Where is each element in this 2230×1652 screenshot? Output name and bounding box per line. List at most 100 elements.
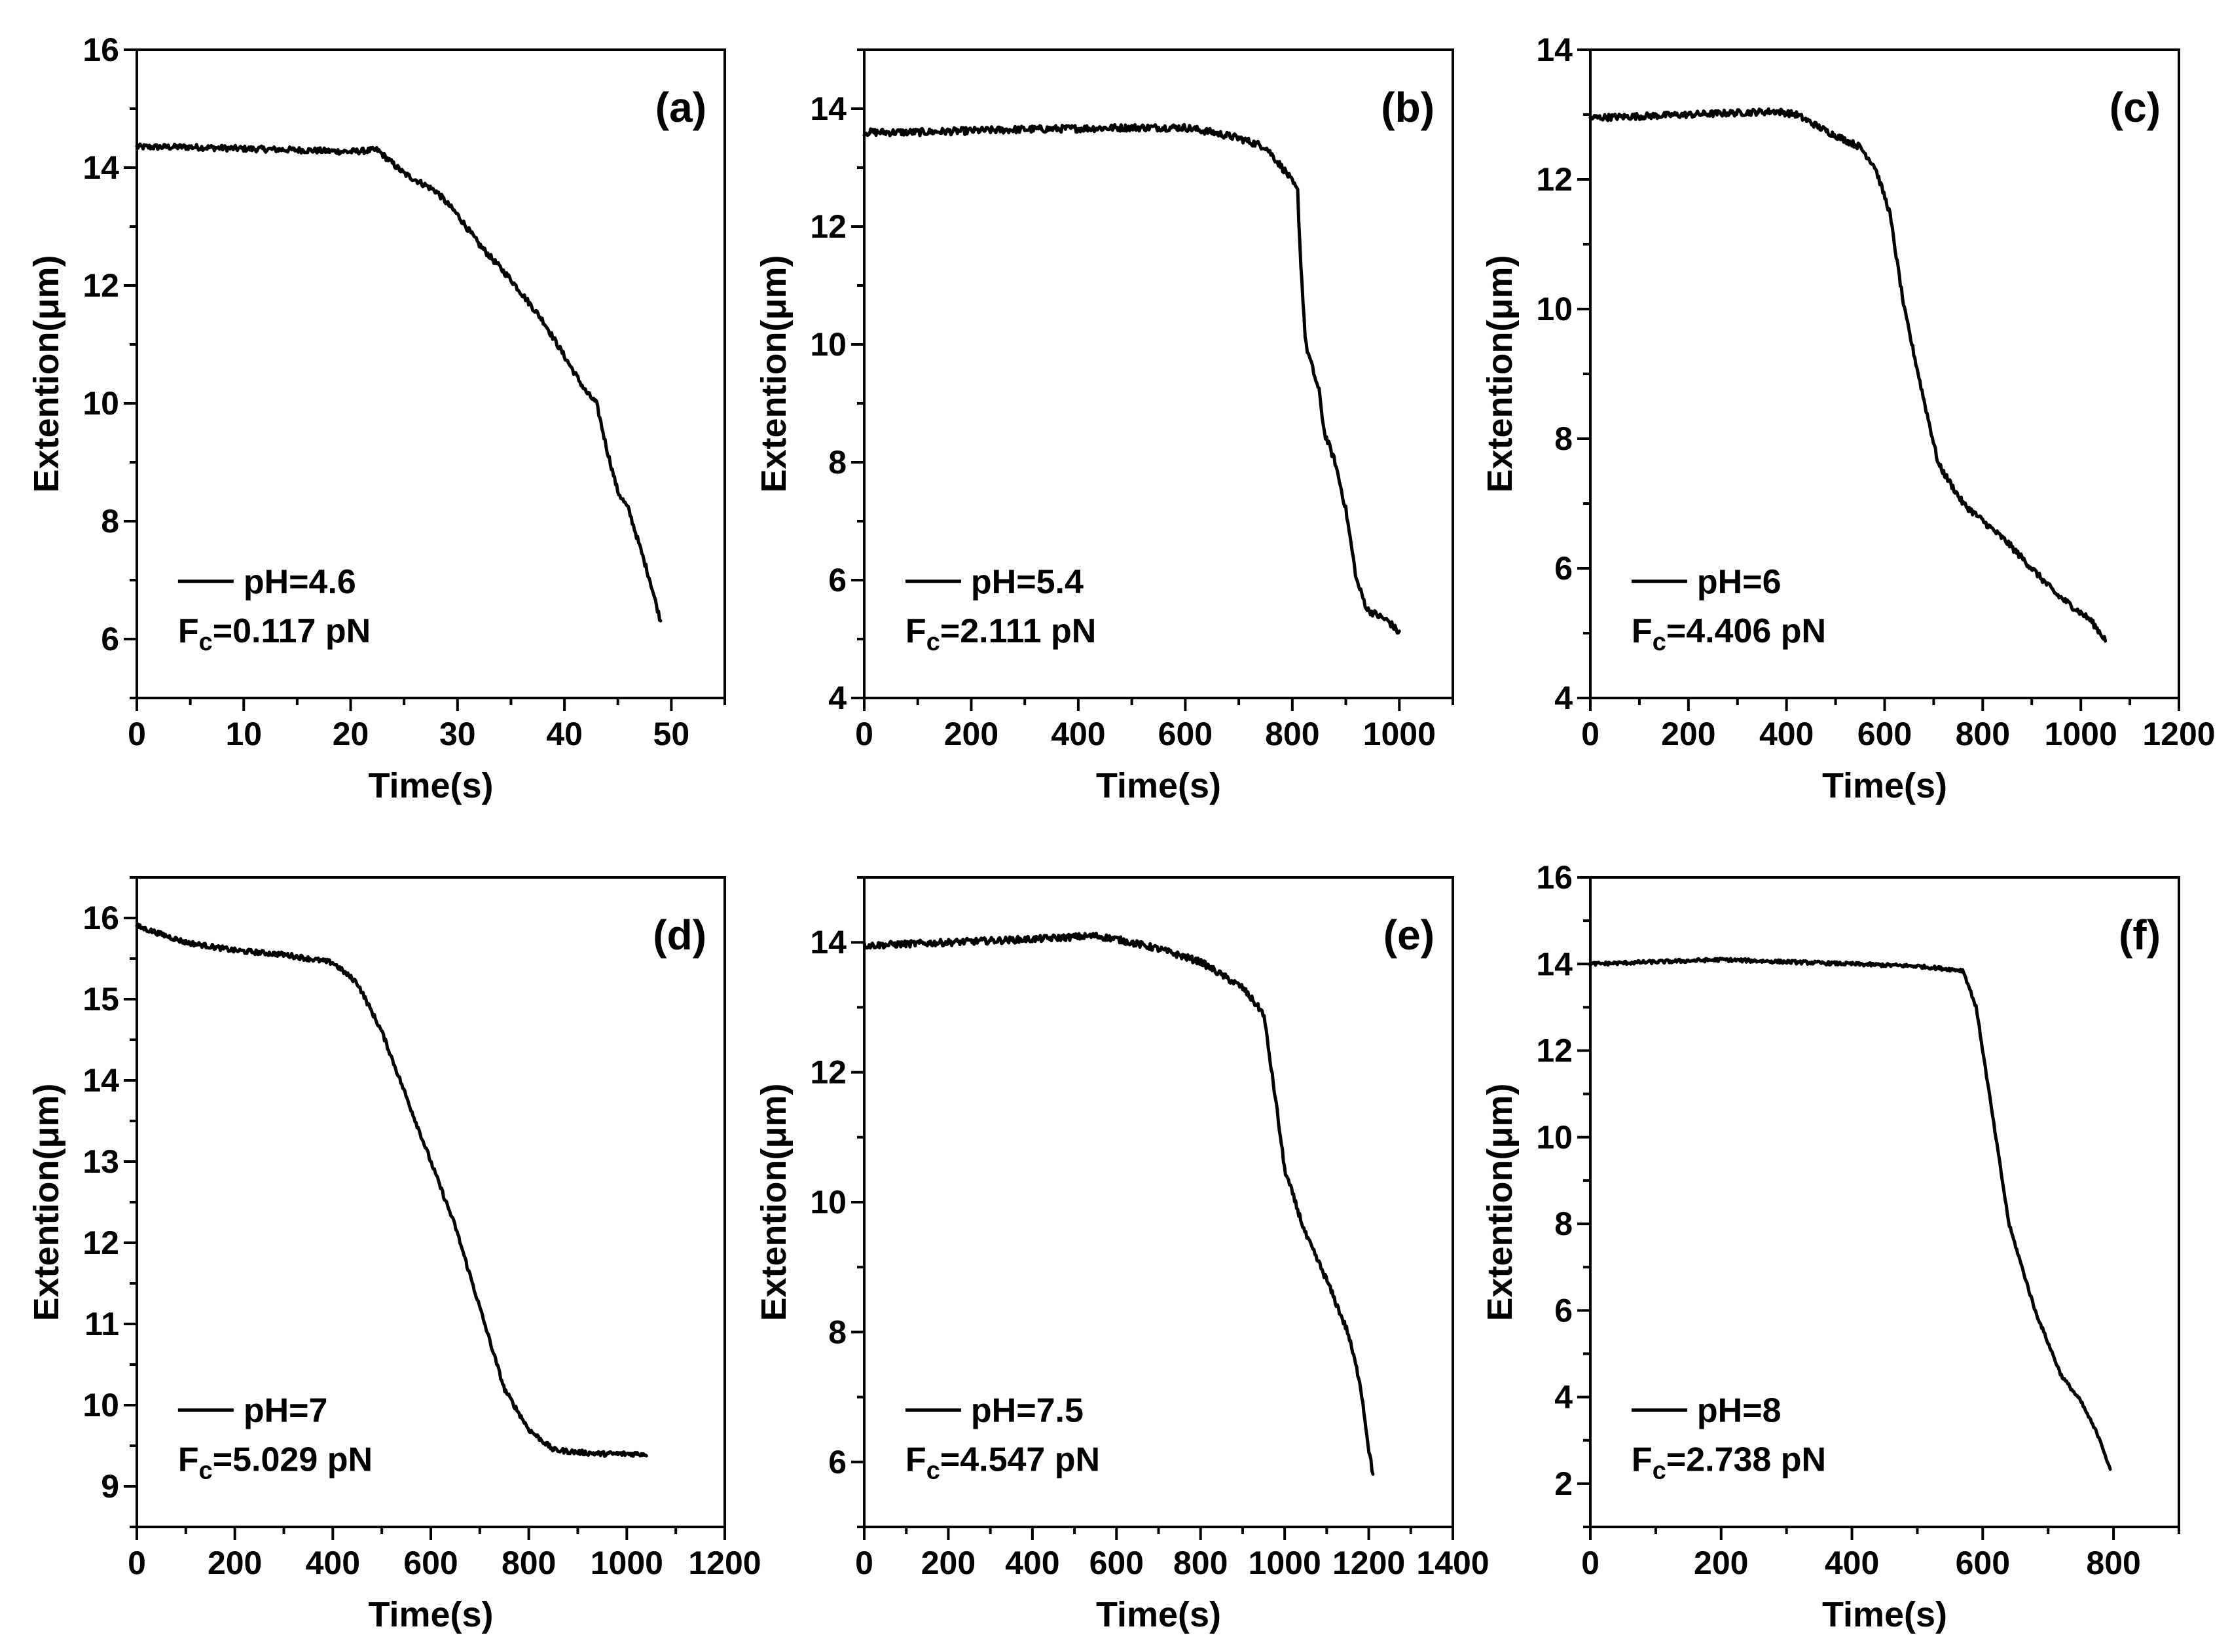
y-tick-label: 6	[1554, 1292, 1573, 1329]
x-tick-label: 1200	[688, 1545, 761, 1581]
y-tick-label: 9	[101, 1468, 119, 1505]
panel-label: (c)	[2110, 84, 2161, 131]
x-axis-title: Time(s)	[1096, 766, 1221, 805]
x-axis-title: Time(s)	[1822, 766, 1947, 805]
panel-label: (e)	[1383, 911, 1435, 959]
x-tick-label: 400	[1759, 716, 1814, 752]
y-tick-label: 10	[82, 1387, 119, 1423]
y-axis-title: Extention(μm)	[27, 1083, 66, 1321]
y-tick-label: 2	[1554, 1465, 1573, 1502]
legend-force-label: Fc=4.547 pN	[905, 1441, 1100, 1484]
y-tick-label: 6	[1554, 550, 1573, 587]
panel-label: (b)	[1381, 84, 1435, 131]
plot-frame	[1589, 876, 2180, 1528]
y-tick-label: 12	[82, 1224, 119, 1261]
y-tick-label: 10	[1536, 1119, 1573, 1156]
x-tick-label: 0	[1581, 716, 1599, 752]
y-tick-label: 14	[82, 1062, 119, 1099]
legend-force-label: Fc=4.406 pN	[1632, 612, 1826, 656]
x-axis-title: Time(s)	[368, 1595, 493, 1634]
y-tick-label: 15	[82, 981, 119, 1018]
panel-c: 0 200 400 600 800 1000 1200 4 6 8 10 12 14 Time(s) Ext…	[1480, 31, 2216, 805]
x-tick-label: 1000	[1249, 1545, 1321, 1581]
plot-frame	[1589, 48, 2180, 699]
x-tick-label: 200	[1661, 716, 1715, 752]
legend-series-label: pH=7	[244, 1391, 328, 1429]
y-tick-label: 11	[84, 1306, 119, 1342]
y-tick-label: 12	[1536, 1033, 1573, 1069]
legend-force-label: Fc=2.111 pN	[905, 612, 1096, 656]
y-tick-label: 14	[810, 924, 847, 961]
x-tick-label: 400	[1051, 716, 1105, 752]
x-tick-label: 1200	[2142, 716, 2215, 752]
x-tick-label: 1000	[591, 1545, 663, 1581]
panel-label: (f)	[2119, 911, 2161, 959]
y-tick-label: 4	[1554, 1379, 1573, 1416]
panel-e: 0 200 400 600 800 1000 1200 1400 6 8 10 12 14 Time(s)…	[754, 876, 1490, 1634]
plot-frame	[136, 876, 726, 1528]
x-tick-label: 1000	[1363, 716, 1436, 752]
x-tick-label: 0	[128, 1545, 146, 1581]
x-tick-label: 600	[1089, 1545, 1144, 1581]
x-tick-label: 600	[403, 1545, 458, 1581]
y-tick-label: 12	[810, 1054, 847, 1091]
y-tick-label: 6	[828, 1444, 847, 1480]
y-tick-label: 14	[810, 90, 847, 127]
panel-label: (a)	[655, 84, 706, 131]
x-tick-label: 0	[855, 716, 873, 752]
y-axis-title: Extention(μm)	[754, 255, 794, 492]
series-line	[862, 122, 1401, 635]
y-tick-label: 10	[1536, 291, 1573, 327]
panel-f: 0 200 400 600 800 2 4 6 8 10 12 14 16 Time(s) Extentio…	[1480, 859, 2180, 1634]
legend-series-label: pH=7.5	[971, 1391, 1084, 1429]
x-tick-label: 30	[439, 716, 476, 752]
y-tick-label: 12	[1536, 161, 1573, 198]
x-tick-label: 200	[944, 716, 998, 752]
series-line	[135, 142, 663, 623]
x-tick-label: 200	[921, 1545, 976, 1581]
y-tick-label: 10	[810, 1184, 847, 1221]
x-tick-label: 600	[1956, 1545, 2010, 1581]
x-tick-label: 600	[1158, 716, 1213, 752]
legend-series-label: pH=8	[1697, 1391, 1782, 1429]
y-tick-label: 10	[810, 326, 847, 363]
x-tick-label: 0	[128, 716, 146, 752]
legend-force-label: Fc=5.029 pN	[178, 1441, 373, 1484]
y-tick-label: 6	[828, 562, 847, 598]
series-line	[862, 931, 1375, 1476]
y-tick-label: 16	[1536, 859, 1573, 896]
panel-a: 0 10 20 30 40 50 6 8 10 12 14 16 Time(s) Extention(μm…	[27, 31, 726, 805]
x-tick-label: 800	[2086, 1545, 2140, 1581]
x-tick-label: 800	[1173, 1545, 1228, 1581]
y-axis-title: Extention(μm)	[754, 1083, 794, 1321]
plot-frame	[136, 48, 726, 699]
y-tick-label: 8	[828, 1313, 847, 1350]
y-tick-label: 8	[1554, 1205, 1573, 1242]
y-tick-label: 16	[82, 900, 119, 936]
series-line	[1588, 956, 2112, 1471]
x-tick-label: 200	[1694, 1545, 1748, 1581]
x-tick-label: 1200	[1332, 1545, 1405, 1581]
y-tick-label: 14	[82, 149, 119, 186]
x-tick-label: 800	[1265, 716, 1319, 752]
x-tick-label: 20	[333, 716, 369, 752]
x-tick-label: 1400	[1416, 1545, 1489, 1581]
y-tick-label: 10	[82, 385, 119, 422]
x-tick-label: 400	[306, 1545, 360, 1581]
y-tick-label: 12	[82, 267, 119, 304]
x-tick-label: 1000	[2045, 716, 2117, 752]
legend-series-label: pH=4.6	[244, 563, 356, 601]
y-axis-title: Extention(μm)	[27, 255, 66, 492]
y-axis-title: Extention(μm)	[1480, 1083, 1520, 1321]
legend-series-label: pH=6	[1697, 563, 1782, 601]
x-tick-label: 200	[208, 1545, 262, 1581]
y-tick-label: 8	[101, 503, 119, 540]
series-line	[135, 923, 648, 1458]
x-tick-label: 400	[1825, 1545, 1879, 1581]
x-tick-label: 50	[653, 716, 690, 752]
x-tick-label: 10	[225, 716, 262, 752]
legend-force-label: Fc=0.117 pN	[178, 612, 371, 656]
x-axis-title: Time(s)	[1096, 1595, 1221, 1634]
y-tick-label: 8	[1554, 420, 1573, 457]
